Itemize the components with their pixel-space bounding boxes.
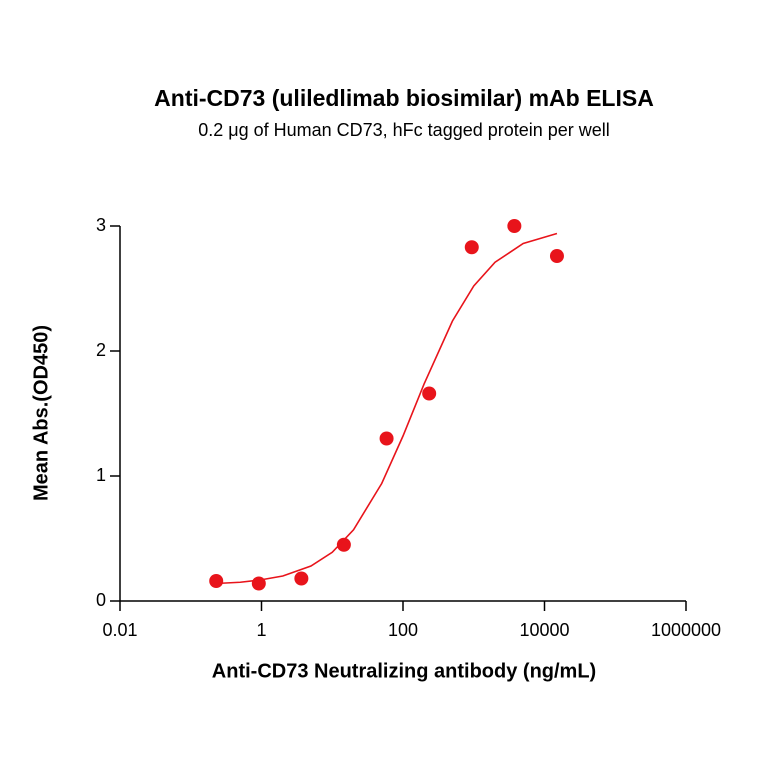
data-point: [507, 219, 522, 233]
y-axis-label: Mean Abs.(OD450): [30, 325, 52, 501]
x-tick-label: 100: [388, 620, 418, 640]
y-tick-label: 0: [96, 590, 106, 610]
data-point: [422, 386, 437, 401]
y-tick-label: 3: [96, 215, 106, 235]
data-point: [294, 571, 309, 586]
chart-title: Anti-CD73 (uliledlimab biosimilar) mAb E…: [154, 85, 654, 111]
chart-subtitle: 0.2 μg of Human CD73, hFc tagged protein…: [198, 120, 610, 140]
data-point: [336, 537, 351, 552]
x-axis-label: Anti-CD73 Neutralizing antibody (ng/mL): [212, 660, 596, 682]
x-tick-label: 0.01: [102, 620, 137, 640]
fit-curve: [216, 232, 558, 585]
y-tick-label: 1: [96, 465, 106, 485]
data-point: [379, 431, 394, 446]
data-point: [464, 240, 479, 255]
x-tick-label: 1000000: [651, 620, 721, 640]
x-tick-label: 1: [256, 620, 266, 640]
data-point: [549, 249, 564, 263]
y-tick-label: 2: [96, 340, 106, 360]
data-point: [209, 574, 224, 588]
x-tick-label: 10000: [519, 620, 569, 640]
